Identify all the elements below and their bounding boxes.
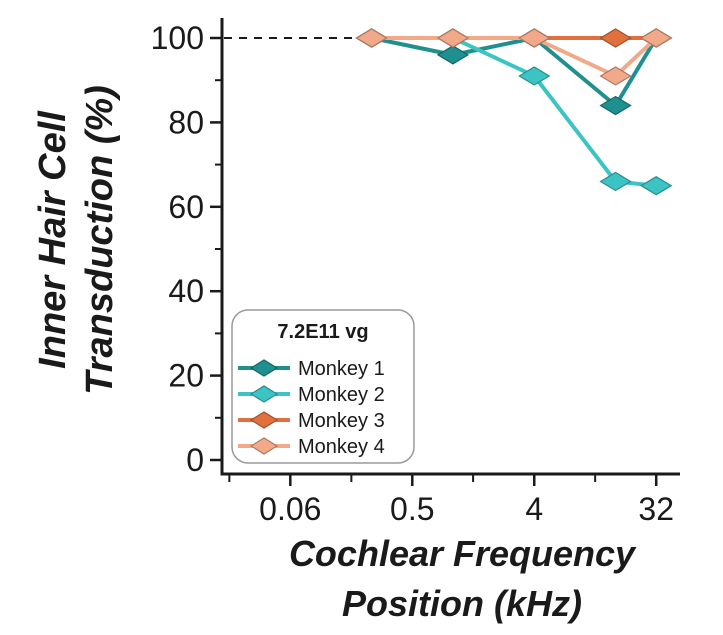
monkey-2-point	[599, 171, 632, 192]
x-tick-label-0.06: 0.06	[259, 491, 321, 527]
monkey-2-point	[640, 176, 673, 196]
legend-label-monkey-1: Monkey 1	[298, 358, 385, 380]
y-tick-label-100: 100	[151, 20, 204, 56]
y-axis-title-line1: Inner Hair Cell	[32, 110, 74, 369]
x-tick-label-32: 32	[638, 491, 674, 527]
legend-box	[231, 309, 415, 464]
legend-marker-monkey-2	[249, 385, 279, 403]
x-axis-title-line1: Cochlear Frequency	[289, 533, 637, 574]
x-tick-label-0.5: 0.5	[390, 491, 434, 527]
y-tick-label-60: 60	[168, 189, 204, 225]
y-tick-label-0: 0	[186, 442, 204, 478]
series-layer	[355, 28, 673, 196]
monkey-3-point	[599, 28, 632, 48]
y-axis-title-line2: Transduction (%)	[79, 85, 121, 395]
axes: 0 20 40 60 80 100 0.06 0.5 4 32	[151, 18, 680, 527]
x-axis-title: Cochlear Frequency Position (kHz)	[289, 533, 637, 624]
monkey-4-point	[436, 28, 470, 48]
legend-marker-monkey-4	[249, 437, 279, 455]
legend-marker-monkey-1	[249, 359, 279, 377]
y-tick-label-40: 40	[168, 273, 204, 309]
legend-items: Monkey 1 Monkey 2 Monkey 3 Monkey 4	[238, 358, 385, 458]
y-tick-label-80: 80	[168, 104, 204, 140]
monkey-4-point	[640, 28, 673, 48]
x-axis-title-line2: Position (kHz)	[342, 583, 582, 624]
monkey-4-point	[599, 66, 632, 86]
x-tick-label-4: 4	[525, 491, 543, 527]
y-tick-label-20: 20	[168, 358, 204, 394]
monkey-1-point	[436, 45, 470, 65]
legend-marker-monkey-3	[249, 411, 279, 429]
monkey-4-point	[355, 28, 388, 48]
monkey-4-point	[518, 28, 551, 48]
legend-label-monkey-2: Monkey 2	[298, 384, 385, 406]
monkey-1-point	[599, 95, 632, 116]
legend-label-monkey-3: Monkey 3	[298, 410, 385, 432]
legend-label-monkey-4: Monkey 4	[298, 436, 385, 458]
legend-title: 7.2E11 vg	[277, 321, 368, 343]
y-axis-title: Inner Hair Cell Transduction (%)	[32, 85, 121, 395]
monkey-2-point	[518, 66, 551, 86]
